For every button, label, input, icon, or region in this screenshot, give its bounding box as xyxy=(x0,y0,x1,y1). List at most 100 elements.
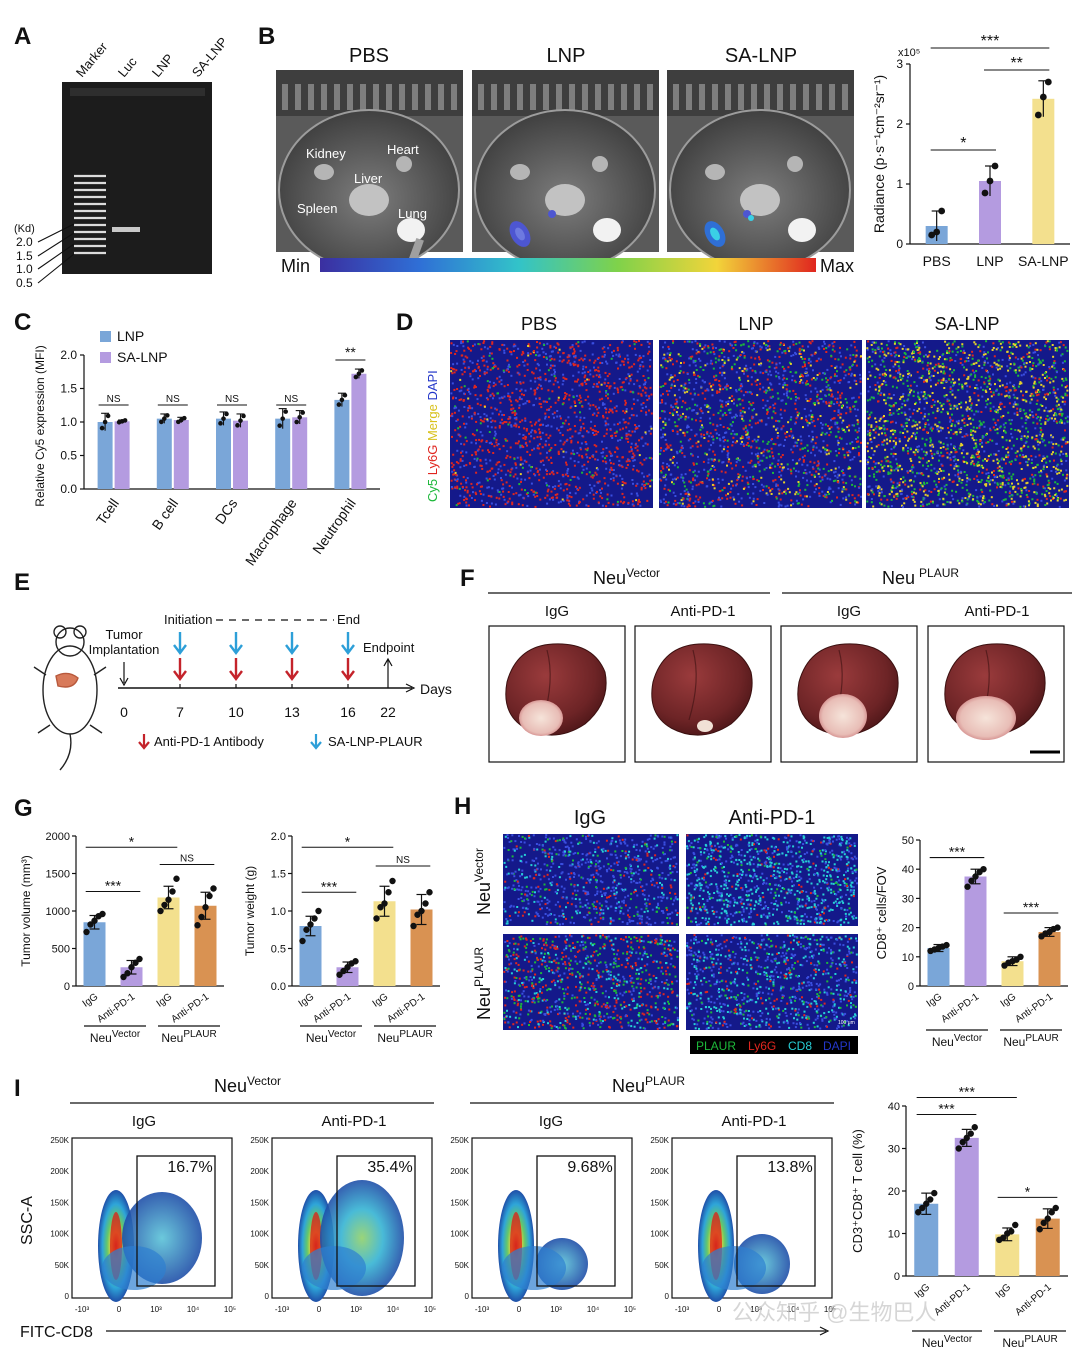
organ-label-liver: Liver xyxy=(354,171,383,186)
bar xyxy=(216,418,231,489)
sig-label: *** xyxy=(1023,899,1040,915)
salnp-dose-arrow xyxy=(285,632,299,655)
data-point xyxy=(1036,1226,1043,1233)
flow-x-tick: 0 xyxy=(117,1305,122,1314)
data-point xyxy=(1008,1228,1015,1235)
scale-max-label: Max xyxy=(820,256,854,276)
data-point xyxy=(303,926,310,933)
flow-y-tick: 50K xyxy=(255,1261,270,1270)
bar xyxy=(233,420,248,489)
flow-y-tick: 50K xyxy=(455,1261,470,1270)
data-point xyxy=(99,425,105,431)
days-label: Days xyxy=(420,681,452,697)
x-tick-label: IgG xyxy=(999,991,1019,1009)
liver-mark xyxy=(55,672,79,688)
panel-label-e: E xyxy=(14,569,30,596)
data-point xyxy=(971,1124,978,1131)
bar xyxy=(914,1203,939,1276)
flow-y-tick: 50K xyxy=(55,1261,70,1270)
d-group-lnp: LNP xyxy=(738,314,773,334)
data-point xyxy=(377,904,384,911)
lane-label-salnp: SA-LNP xyxy=(189,34,231,80)
fluorescence-images-h xyxy=(503,834,858,1030)
flow-x-tick: 0 xyxy=(717,1305,722,1314)
y-tick-label: 1.0 xyxy=(271,906,286,918)
data-point xyxy=(340,967,347,975)
gel-lane-labels: Marker Luc LNP SA-LNP xyxy=(73,34,231,80)
y-tick-label: 10 xyxy=(888,1229,900,1241)
flow-plot: 250K 200K 150K 100K 50K 0 -10³ 0 10³ 10⁴ 10⁵ 35.4% xyxy=(250,1136,436,1314)
fluorescence-images-d xyxy=(450,340,1069,508)
data-point xyxy=(169,888,176,895)
liver-photo xyxy=(488,625,626,763)
data-point xyxy=(277,423,283,428)
end-label: End xyxy=(337,612,360,627)
scale-min-label: Min xyxy=(281,256,310,276)
lane-label-luc: Luc xyxy=(115,54,140,80)
salnp-dose-arrow xyxy=(173,632,187,655)
y-tick-label: 3 xyxy=(896,57,903,71)
flow-plot: 250K 200K 150K 100K 50K 0 -10³ 0 10³ 10⁴ 10⁵ 9.68% xyxy=(450,1136,636,1314)
f-treat-3: IgG xyxy=(837,603,861,620)
flow-y-tick: 50K xyxy=(655,1261,670,1270)
channel-merge: Merge xyxy=(425,404,440,441)
flow-y-tick: 0 xyxy=(65,1292,70,1301)
bar xyxy=(410,909,433,986)
data-point xyxy=(224,411,229,417)
bar xyxy=(351,373,367,489)
i-treat-1: IgG xyxy=(132,1113,156,1130)
sig-label: *** xyxy=(949,844,966,860)
fluorescence-image xyxy=(866,340,1069,508)
y-tick-label: 50 xyxy=(902,835,914,847)
data-point xyxy=(422,900,429,907)
y-tick-label: 2 xyxy=(896,117,903,131)
data-point xyxy=(353,374,359,380)
b-group-salnp: SA-LNP xyxy=(725,45,797,67)
panel-label-d: D xyxy=(396,309,413,336)
flow-y-tick: 0 xyxy=(665,1292,670,1301)
flow-x-tick: -10³ xyxy=(275,1305,290,1314)
x-tick-label: Anti-PD-1 xyxy=(932,1282,973,1319)
data-point xyxy=(128,964,135,971)
flow-plot: 250K 200K 150K 100K 50K 0 -10³ 0 10³ 10⁴ 10⁵ 13.8% xyxy=(650,1136,836,1314)
i-neu-plaur: NeuPLAUR xyxy=(612,1074,685,1096)
bar xyxy=(157,897,180,986)
day-tick-label: 22 xyxy=(380,704,396,720)
panel-label-i: I xyxy=(14,1075,21,1102)
data-point xyxy=(102,419,108,425)
bar xyxy=(292,417,308,489)
tumor-label: Tumor xyxy=(105,627,143,642)
data-point xyxy=(194,922,201,929)
data-point xyxy=(198,913,205,921)
h-legend-dapi: DAPI xyxy=(823,1039,851,1053)
data-point xyxy=(299,937,306,945)
data-point xyxy=(294,419,300,425)
data-point xyxy=(157,907,164,915)
data-point xyxy=(206,892,213,900)
organ-label-kidney: Kidney xyxy=(306,146,346,161)
flow-x-tick: 10⁵ xyxy=(424,1305,436,1314)
data-point xyxy=(991,162,999,170)
panel-label-b: B xyxy=(258,23,275,50)
data-point xyxy=(1012,1221,1019,1229)
y-tick-label: 1 xyxy=(896,177,903,191)
data-point xyxy=(132,959,139,966)
organ-label-heart: Heart xyxy=(387,142,419,157)
initiation-label: Initiation xyxy=(164,612,212,627)
data-point xyxy=(1039,93,1047,101)
flow-x-tick: 0 xyxy=(317,1305,322,1314)
day-tick-label: 10 xyxy=(228,704,244,720)
y-tick-label: 0 xyxy=(894,1271,900,1283)
f-treat-1: IgG xyxy=(545,603,569,620)
data-point xyxy=(373,915,380,922)
y-tick-label: 20 xyxy=(888,1186,900,1198)
y-tick-label: 1.5 xyxy=(271,869,286,881)
y-tick-label: 0.0 xyxy=(60,482,77,496)
panel-label-g: G xyxy=(14,795,33,822)
flow-y-tick: 100K xyxy=(450,1230,469,1239)
x-tick-label: Anti-PD-1 xyxy=(311,991,353,1025)
flow-y-tick: 100K xyxy=(250,1230,269,1239)
f-neu-vector: NeuVector xyxy=(593,566,660,588)
i-y-axis-label: SSC-A xyxy=(19,1196,36,1245)
